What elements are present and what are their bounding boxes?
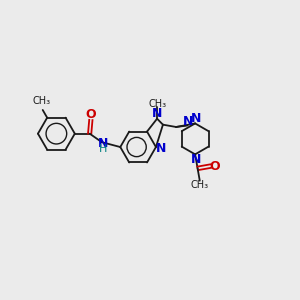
Text: N: N (98, 136, 108, 150)
Text: N: N (190, 153, 201, 166)
Text: O: O (85, 108, 96, 121)
Text: CH₃: CH₃ (148, 99, 166, 109)
Text: N: N (190, 112, 201, 125)
Text: H: H (99, 144, 107, 154)
Text: N: N (152, 107, 162, 120)
Text: CH₃: CH₃ (32, 96, 50, 106)
Text: N: N (156, 142, 166, 155)
Text: O: O (210, 160, 220, 172)
Text: N: N (183, 115, 193, 128)
Text: CH₃: CH₃ (191, 180, 209, 190)
